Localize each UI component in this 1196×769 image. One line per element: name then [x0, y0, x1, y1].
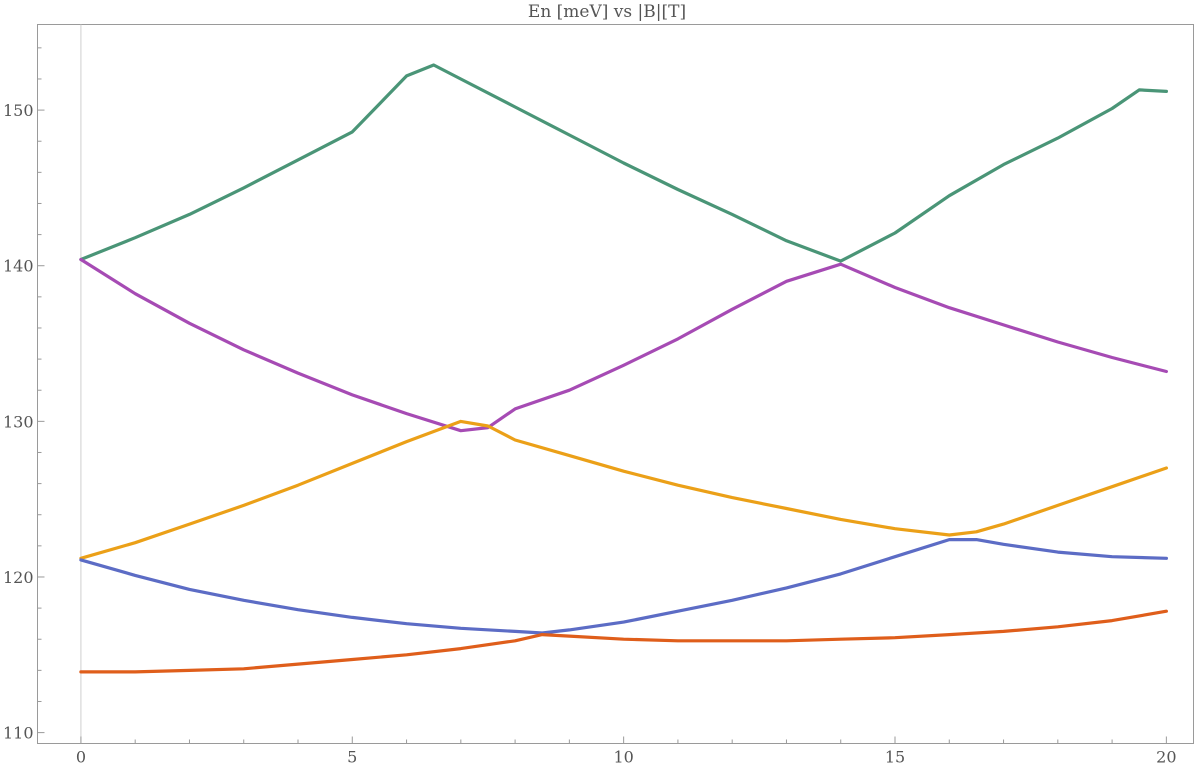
- x-tick-label: 5: [347, 748, 357, 767]
- series-group: [79, 63, 1168, 674]
- series-line-3: [79, 419, 1168, 560]
- x-tick-label: 0: [76, 748, 86, 767]
- y-tick-label: 150: [3, 101, 34, 120]
- series-line-4: [79, 538, 1168, 635]
- x-axis: 0 5 10 15 20: [76, 736, 1177, 767]
- y-tick-label: 140: [3, 257, 34, 276]
- x-tick-label: 15: [885, 748, 905, 767]
- series-line-5: [79, 609, 1168, 674]
- y-tick-label: 120: [3, 568, 34, 587]
- y-axis: 110 120 130 140 150: [3, 47, 45, 743]
- series-line-2: [79, 257, 1168, 433]
- y-tick-label: 110: [3, 724, 34, 743]
- x-tick-label: 10: [613, 748, 633, 767]
- x-tick-label: 20: [1156, 748, 1176, 767]
- chart-title: En [meV] vs |B|[T]: [528, 2, 686, 22]
- plot-frame: [37, 24, 1194, 744]
- y-tick-label: 130: [3, 412, 34, 431]
- series-line-1: [79, 63, 1168, 263]
